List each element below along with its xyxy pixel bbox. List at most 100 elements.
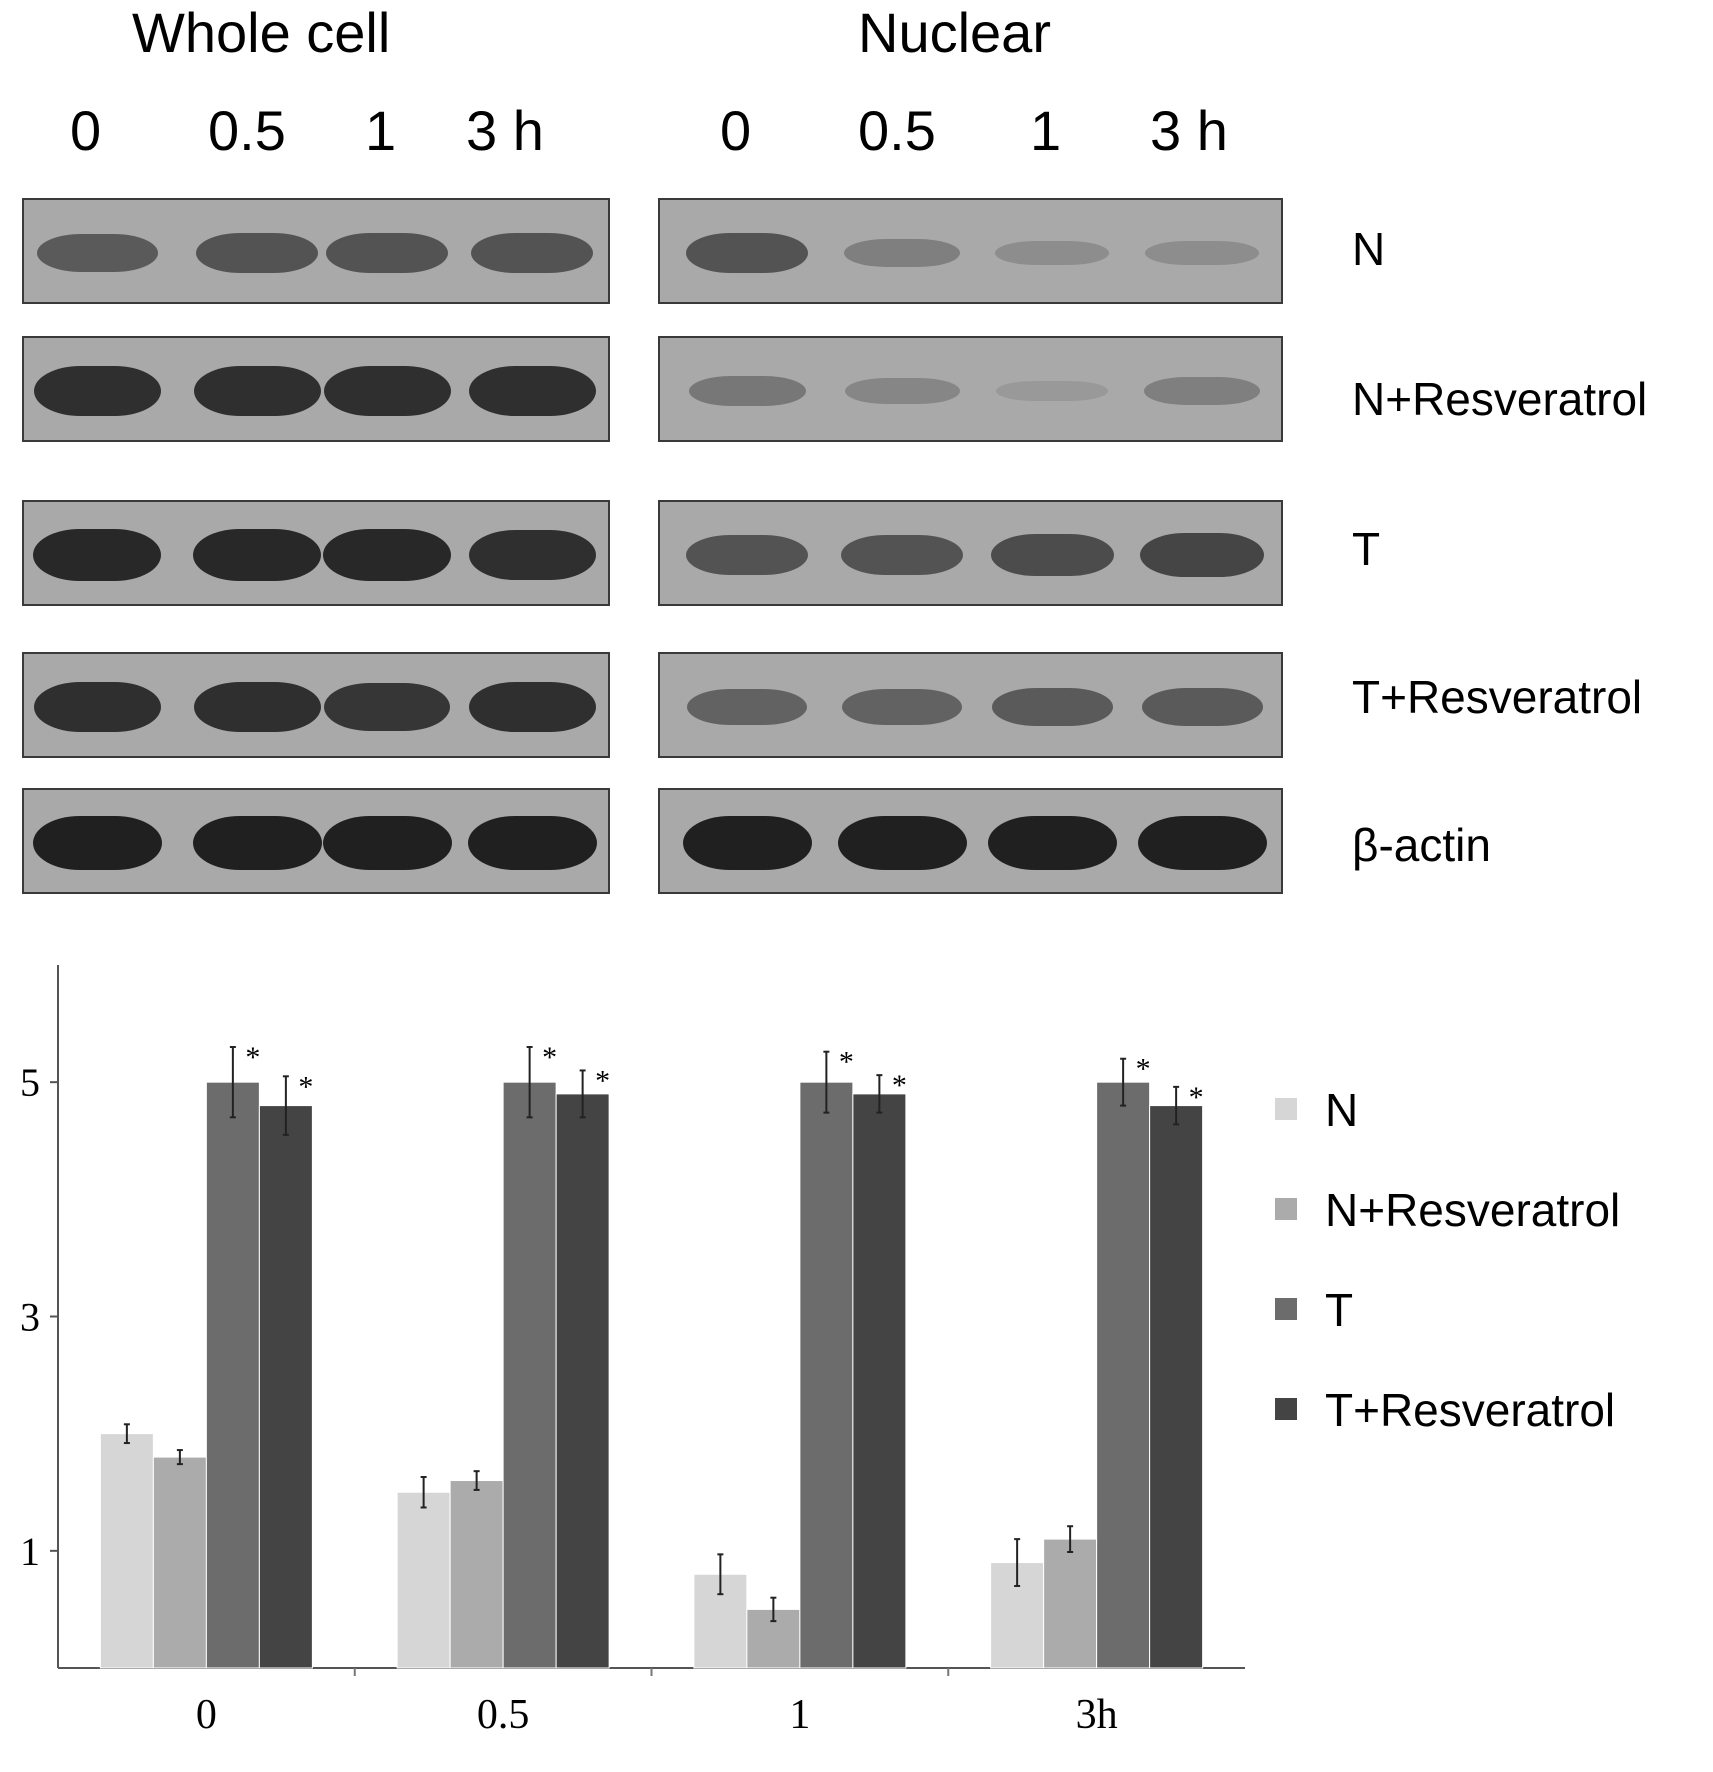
- blot-band: [842, 689, 962, 725]
- nuclear-blot-strip: [658, 788, 1283, 894]
- legend-label: N: [1325, 1084, 1358, 1136]
- whole-blot-strip: [22, 336, 610, 442]
- bar: [555, 1093, 610, 1669]
- blot-row-label: N: [1352, 223, 1386, 275]
- nuclear-blot-strip: [658, 500, 1283, 606]
- bar-chart: 1 3 5 * * 0 * * 0.5 * * 1 * * 3h N N+Resveratrol T T+Resve…: [20, 965, 1620, 1738]
- x-tick-label: 1: [789, 1692, 810, 1738]
- x-tick-label: 3h: [1076, 1692, 1118, 1738]
- blot-band: [33, 529, 161, 581]
- bar: [99, 1433, 154, 1669]
- blot-band: [1137, 816, 1267, 870]
- blot-band: [841, 535, 963, 575]
- blot-band: [322, 816, 452, 870]
- blot-band: [687, 689, 807, 725]
- blot-band: [33, 682, 161, 732]
- legend-swatch: [1275, 1398, 1297, 1420]
- nuclear-lane-label: 3 h: [1150, 99, 1228, 162]
- blot-band: [686, 535, 808, 575]
- whole-blot-strip: [22, 198, 610, 304]
- nuclear-blot-strip: [658, 652, 1283, 758]
- blot-band: [844, 378, 960, 404]
- significance-marker: *: [298, 1070, 313, 1103]
- blot-band: [688, 376, 806, 406]
- significance-marker: *: [892, 1069, 907, 1102]
- bar: [449, 1480, 504, 1669]
- legend-swatch: [1275, 1098, 1297, 1120]
- bar: [502, 1081, 557, 1669]
- bar: [205, 1081, 260, 1669]
- y-tick-label: 5: [20, 1060, 40, 1105]
- blot-band: [468, 682, 596, 732]
- blot-band: [1141, 688, 1263, 726]
- blot-band: [468, 366, 596, 416]
- legend-label: T+Resveratrol: [1325, 1384, 1615, 1436]
- blot-band: [686, 233, 808, 273]
- legend-swatch: [1275, 1198, 1297, 1220]
- nuclear-blot-strip: [658, 336, 1283, 442]
- blot-band: [991, 688, 1113, 726]
- legend-label: T: [1325, 1284, 1353, 1336]
- blot-row-label: T+Resveratrol: [1352, 671, 1643, 723]
- bar: [1149, 1105, 1204, 1669]
- bar: [852, 1093, 907, 1669]
- blot-band: [844, 239, 960, 267]
- blot-band: [326, 233, 448, 273]
- nuclear-lane-label: 1: [1030, 99, 1062, 162]
- nuclear-blot-strip: [658, 198, 1283, 304]
- whole-cell-title: Whole cell: [132, 1, 391, 64]
- bar: [258, 1105, 313, 1669]
- blot-band: [1145, 241, 1259, 265]
- blot-band: [192, 816, 322, 870]
- blot-band: [32, 816, 162, 870]
- whole-lane-label: 0.5: [208, 99, 286, 162]
- blot-band: [995, 380, 1109, 402]
- blot-row-label: T: [1352, 523, 1381, 575]
- bar: [1096, 1081, 1151, 1669]
- nuclear-lane-label: 0.5: [858, 99, 936, 162]
- blot-band: [196, 233, 318, 273]
- y-tick-label: 1: [20, 1529, 40, 1574]
- legend-swatch: [1275, 1298, 1297, 1320]
- significance-marker: *: [839, 1046, 854, 1079]
- x-tick-label: 0.5: [477, 1692, 530, 1738]
- x-tick-label: 0: [196, 1692, 217, 1738]
- legend-label: N+Resveratrol: [1325, 1184, 1620, 1236]
- whole-blot-strip: [22, 652, 610, 758]
- bar: [1043, 1538, 1098, 1669]
- blot-band: [324, 683, 450, 731]
- blot-row-label: N+Resveratrol: [1352, 373, 1648, 425]
- blot-band: [837, 816, 967, 870]
- blot-band: [323, 366, 451, 416]
- bar: [799, 1081, 854, 1669]
- blot-band: [468, 530, 596, 580]
- blot-band: [33, 366, 161, 416]
- nuclear-title: Nuclear: [858, 1, 1051, 64]
- blot-band: [193, 366, 321, 416]
- blot-band: [995, 241, 1109, 265]
- blot-row-label: β-actin: [1352, 819, 1491, 871]
- blot-band: [682, 816, 812, 870]
- blot-band: [467, 816, 597, 870]
- whole-lane-label: 3 h: [466, 99, 544, 162]
- blot-band: [36, 234, 158, 272]
- significance-marker: *: [1136, 1053, 1151, 1086]
- y-tick-label: 3: [20, 1295, 40, 1340]
- blot-band: [990, 534, 1114, 576]
- bar: [152, 1456, 207, 1669]
- bar: [396, 1491, 451, 1669]
- blot-band: [1144, 377, 1260, 405]
- blot-band: [471, 233, 593, 273]
- significance-marker: *: [1189, 1081, 1204, 1114]
- blot-band: [1140, 533, 1264, 577]
- blot-band: [987, 816, 1117, 870]
- blot-band: [323, 529, 451, 581]
- nuclear-lane-label: 0: [720, 99, 752, 162]
- significance-marker: *: [245, 1041, 260, 1074]
- whole-lane-label: 1: [365, 99, 397, 162]
- whole-blot-strip: [22, 500, 610, 606]
- whole-blot-strip: [22, 788, 610, 894]
- blot-band: [193, 529, 321, 581]
- significance-marker: *: [595, 1064, 610, 1097]
- whole-lane-label: 0: [70, 99, 102, 162]
